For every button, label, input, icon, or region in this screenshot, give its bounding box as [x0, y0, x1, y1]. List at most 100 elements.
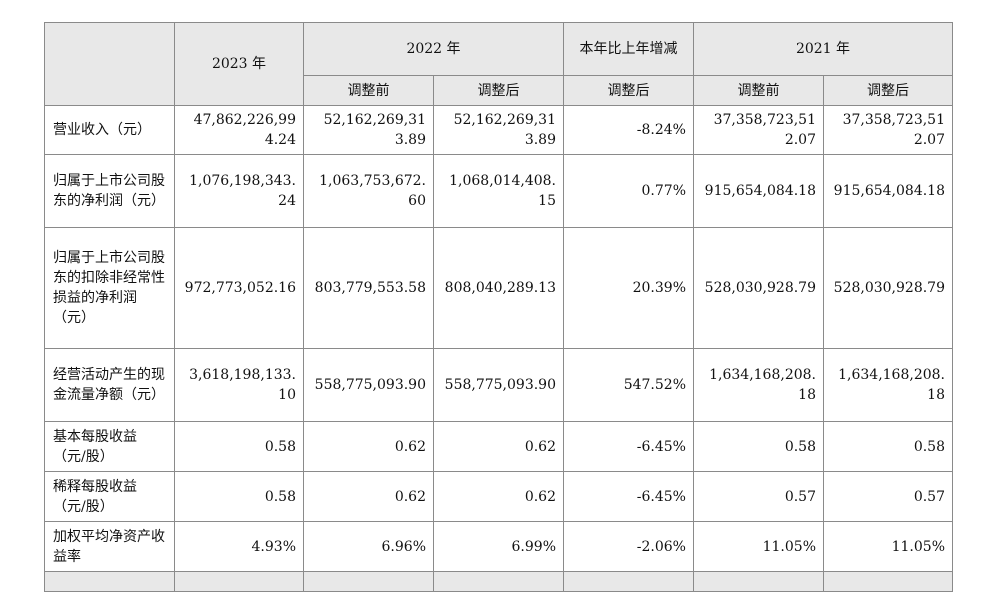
header-row-1: 2023 年 2022 年 本年比上年增减 2021 年 [44, 22, 953, 106]
header-blank-cell [44, 22, 175, 106]
value-2021-after-text: 528,030,928.79 [833, 280, 945, 296]
partial-cell [174, 571, 304, 592]
row-label: 经营活动产生的现金流量净额（元） [44, 348, 175, 422]
partial-cell [44, 571, 175, 592]
row-label: 基本每股收益（元/股） [44, 421, 175, 472]
value-2021-before-text: 0.57 [784, 488, 816, 505]
value-change: 0.77% [563, 154, 694, 228]
row-label: 归属于上市公司股东的净利润（元） [44, 154, 175, 228]
value-2022-after: 6.99% [433, 521, 564, 572]
header-change: 本年比上年增减 [563, 22, 694, 76]
value-2022-after: 52,162,269,313.89 [433, 105, 564, 155]
partial-cell [693, 571, 824, 592]
header-row-2: 调整前 调整后 调整后 调整前 调整后 [45, 75, 953, 106]
value-2023-text: 0.58 [264, 488, 296, 505]
value-2022-after-text: 1,068,014,408.15 [449, 173, 556, 209]
value-2021-before-text: 0.58 [784, 438, 816, 455]
value-change-text: -6.45% [636, 438, 686, 455]
financial-table-container: 2023 年 2022 年 本年比上年增减 2021 年 调整前 调整后 调整后… [44, 22, 953, 592]
table-row: 稀释每股收益（元/股） 0.58 0.62 0.62 -6.45% 0.57 0.57 [44, 471, 953, 522]
value-change: -6.45% [563, 421, 694, 472]
value-2023-text: 47,862,226,994.24 [193, 112, 296, 148]
value-2023-text: 3,618,198,133.10 [189, 367, 296, 403]
header-2021-before: 调整前 [693, 75, 824, 106]
table-row-partial [44, 571, 953, 592]
value-2021-before: 1,634,168,208.18 [693, 348, 824, 422]
table-row: 营业收入（元） 47,862,226,994.24 52,162,269,313.8… [44, 105, 953, 155]
value-2022-before: 52,162,269,313.89 [303, 105, 434, 155]
value-change-text: -8.24% [636, 122, 686, 138]
value-2022-before: 558,775,093.90 [303, 348, 434, 422]
table-row: 归属于上市公司股东的扣除非经常性损益的净利润（元） 972,773,052.16 8… [44, 227, 953, 349]
value-2021-before-text: 37,358,723,512.07 [713, 112, 816, 148]
value-2022-after: 808,040,289.13 [433, 227, 564, 349]
header-2023: 2023 年 [174, 22, 304, 106]
header-2022-after: 调整后 [433, 75, 564, 106]
header-2022: 2022 年 [303, 22, 564, 76]
value-2021-before: 0.58 [693, 421, 824, 472]
value-2022-after: 1,068,014,408.15 [433, 154, 564, 228]
value-2022-before-text: 52,162,269,313.89 [323, 112, 426, 148]
value-2022-after-text: 0.62 [524, 488, 556, 505]
value-2021-after: 1,634,168,208.18 [823, 348, 953, 422]
header-2021-after: 调整后 [823, 75, 953, 106]
value-2021-after-text: 0.57 [913, 488, 945, 505]
header-2021: 2021 年 [693, 22, 953, 76]
value-2021-before: 0.57 [693, 471, 824, 522]
value-2023-text: 4.93% [251, 538, 296, 555]
row-label: 加权平均净资产收益率 [44, 521, 175, 572]
value-change: 20.39% [563, 227, 694, 349]
value-2022-after-text: 0.62 [524, 438, 556, 455]
value-2021-after-text: 37,358,723,512.07 [842, 112, 945, 148]
value-2022-before: 6.96% [303, 521, 434, 572]
header-2022-before: 调整前 [303, 75, 434, 106]
value-2022-before-text: 6.96% [381, 538, 426, 555]
table-row: 归属于上市公司股东的净利润（元） 1,076,198,343.24 1,063,75… [44, 154, 953, 228]
value-2021-before: 37,358,723,512.07 [693, 105, 824, 155]
value-change: -8.24% [563, 105, 694, 155]
value-2022-before-text: 0.62 [394, 488, 426, 505]
value-2021-after-text: 915,654,084.18 [833, 183, 945, 199]
value-2021-after: 915,654,084.18 [823, 154, 953, 228]
row-label: 归属于上市公司股东的扣除非经常性损益的净利润（元） [44, 227, 175, 349]
value-2022-after-text: 6.99% [511, 538, 556, 555]
value-2021-after: 37,358,723,512.07 [823, 105, 953, 155]
value-2022-before: 1,063,753,672.60 [303, 154, 434, 228]
value-2022-after-text: 808,040,289.13 [444, 280, 556, 296]
partial-cell [823, 571, 953, 592]
value-2023: 0.58 [174, 471, 304, 522]
value-2021-after: 0.57 [823, 471, 953, 522]
table-row: 基本每股收益（元/股） 0.58 0.62 0.62 -6.45% 0.58 0.58 [44, 421, 953, 472]
value-2022-after-text: 558,775,093.90 [444, 377, 556, 393]
value-2022-after: 558,775,093.90 [433, 348, 564, 422]
value-2022-before-text: 558,775,093.90 [314, 377, 426, 393]
value-2021-before: 528,030,928.79 [693, 227, 824, 349]
partial-cell [303, 571, 434, 592]
value-2023: 3,618,198,133.10 [174, 348, 304, 422]
value-2021-after: 528,030,928.79 [823, 227, 953, 349]
value-change: -6.45% [563, 471, 694, 522]
header-change-after: 调整后 [563, 75, 694, 106]
value-2023: 1,076,198,343.24 [174, 154, 304, 228]
table-row: 加权平均净资产收益率 4.93% 6.96% 6.99% -2.06% 11.05% 11.… [44, 521, 953, 572]
value-2023-text: 1,076,198,343.24 [189, 173, 296, 209]
value-change-text: 0.77% [641, 183, 686, 199]
value-2021-before-text: 1,634,168,208.18 [709, 367, 816, 403]
value-2022-before-text: 1,063,753,672.60 [319, 173, 426, 209]
table-row: 经营活动产生的现金流量净额（元） 3,618,198,133.10 558,775,… [44, 348, 953, 422]
value-2023-text: 0.58 [264, 438, 296, 455]
row-label: 稀释每股收益（元/股） [44, 471, 175, 522]
value-2021-after: 11.05% [823, 521, 953, 572]
value-2022-before: 0.62 [303, 471, 434, 522]
value-2023: 47,862,226,994.24 [174, 105, 304, 155]
value-2021-before: 915,654,084.18 [693, 154, 824, 228]
financial-summary-table: 2023 年 2022 年 本年比上年增减 2021 年 调整前 调整后 调整后… [44, 22, 953, 592]
value-2022-after: 0.62 [433, 471, 564, 522]
row-label: 营业收入（元） [44, 105, 175, 155]
value-2021-before-text: 11.05% [762, 538, 816, 555]
value-change: 547.52% [563, 348, 694, 422]
value-change-text: -6.45% [636, 488, 686, 505]
value-2023: 0.58 [174, 421, 304, 472]
value-2022-before-text: 0.62 [394, 438, 426, 455]
value-2022-before: 803,779,553.58 [303, 227, 434, 349]
